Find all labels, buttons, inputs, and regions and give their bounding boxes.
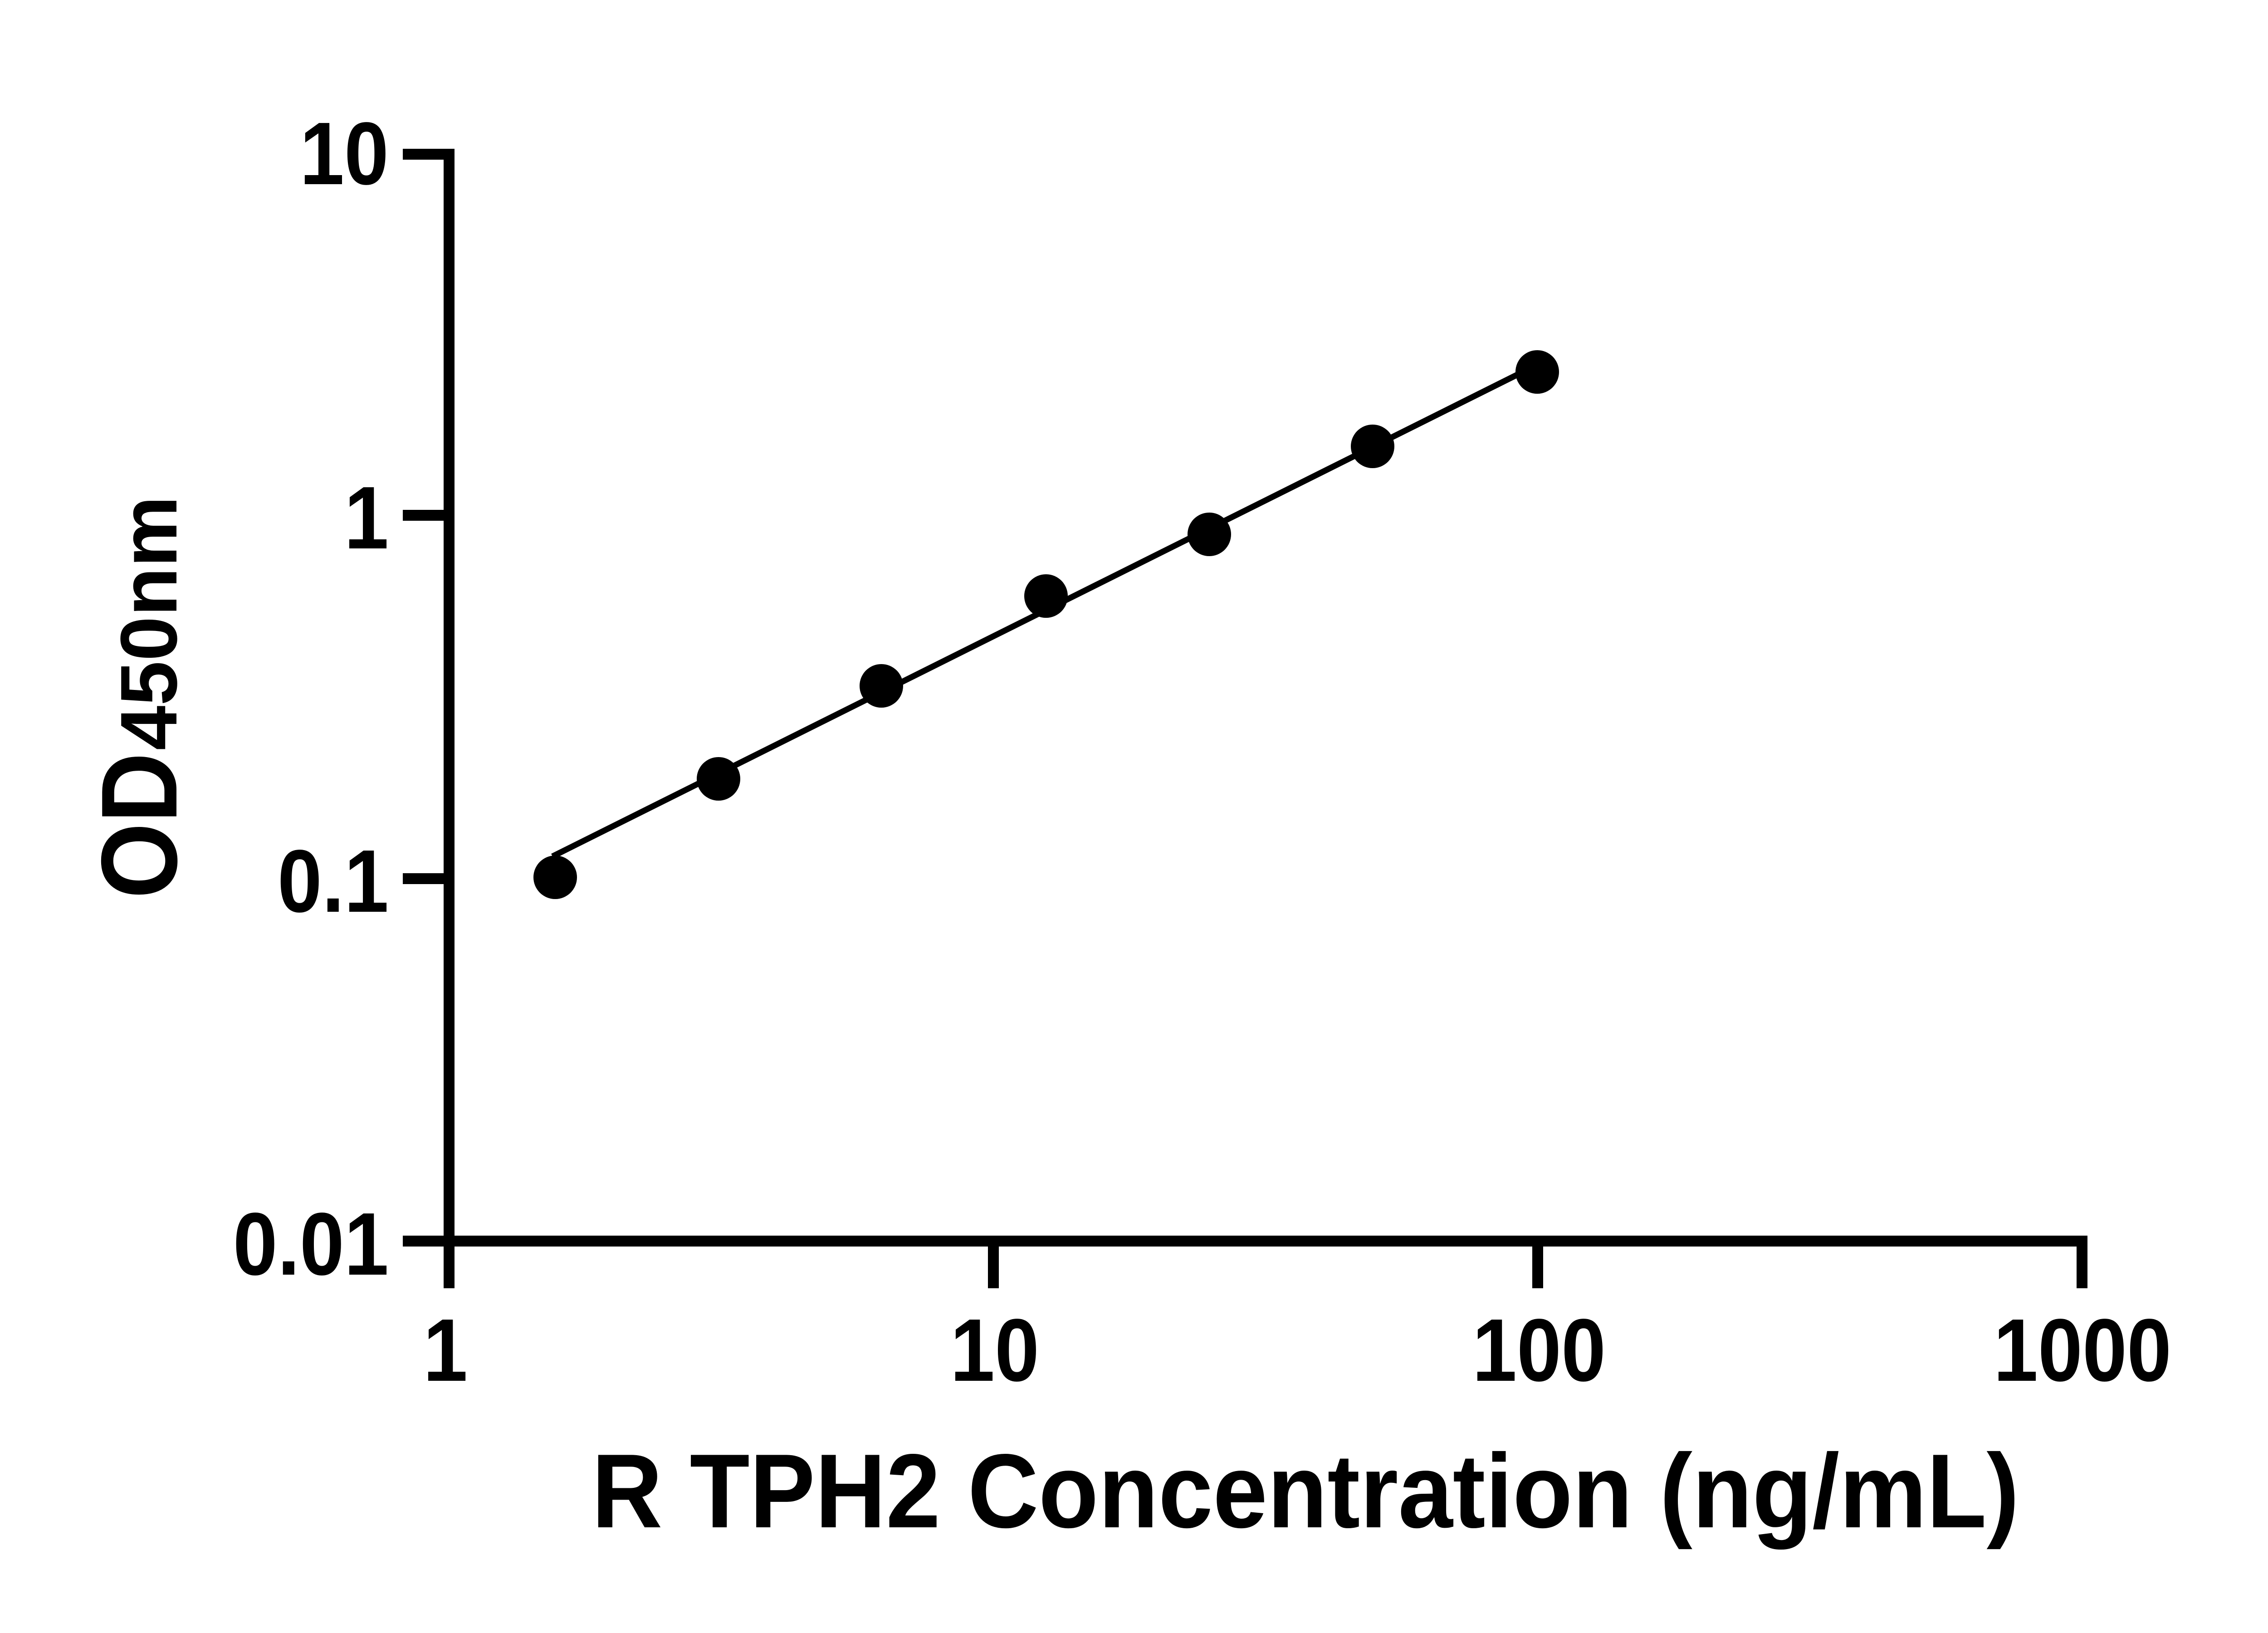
svg-text:450nm: 450nm <box>104 496 194 750</box>
svg-text:0.01: 0.01 <box>233 1194 389 1294</box>
svg-text:10: 10 <box>950 1300 1039 1400</box>
svg-text:OD: OD <box>79 753 200 899</box>
svg-text:1000: 1000 <box>1994 1300 2171 1400</box>
svg-text:100: 100 <box>1472 1300 1606 1400</box>
svg-text:0.1: 0.1 <box>278 831 389 931</box>
svg-text:10: 10 <box>300 103 389 203</box>
svg-text:1: 1 <box>423 1300 468 1400</box>
svg-text:1: 1 <box>344 468 389 567</box>
svg-text:R TPH2 Concentration (ng/mL): R TPH2 Concentration (ng/mL) <box>591 1432 2019 1550</box>
